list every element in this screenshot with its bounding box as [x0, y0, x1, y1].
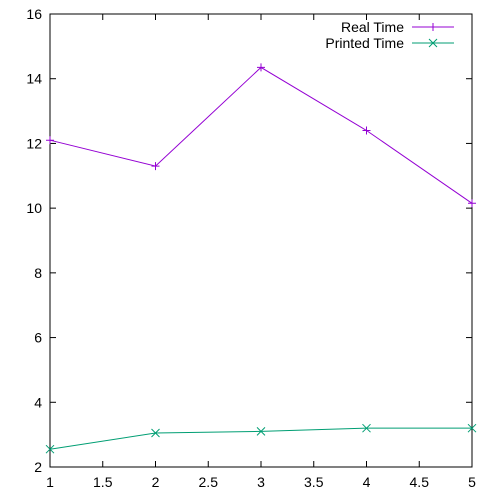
- data-point: [467, 423, 477, 433]
- legend-entry: Printed Time: [325, 35, 454, 51]
- x-tick-label: 5: [468, 474, 476, 490]
- x-tick-label: 3.5: [304, 474, 324, 490]
- y-tick-label: 16: [26, 6, 42, 22]
- series-1: [46, 63, 476, 208]
- y-tick-label: 10: [26, 200, 42, 216]
- series-line: [49, 66, 473, 204]
- data-point: [362, 126, 371, 135]
- y-tick-label: 8: [34, 265, 42, 281]
- x-tick-label: 4: [363, 474, 371, 490]
- y-tick-label: 14: [26, 71, 42, 87]
- data-point: [468, 199, 476, 208]
- data-point: [46, 136, 54, 145]
- x-axis: 1 1.5 2 2.5 3 3.5 4 4.5 5: [46, 14, 476, 490]
- data-point: [45, 444, 55, 454]
- x-tick-label: 1.5: [93, 474, 113, 490]
- legend-marker: [429, 23, 437, 31]
- y-tick-label: 2: [34, 459, 42, 475]
- series-2: [45, 423, 477, 454]
- x-tick-label: 2.5: [199, 474, 219, 490]
- legend-entry: Real Time: [341, 19, 454, 35]
- x-tick-label: 3: [257, 474, 265, 490]
- series-layer: [45, 63, 477, 454]
- data-point: [362, 423, 371, 433]
- y-tick-label: 4: [34, 394, 42, 410]
- data-point: [256, 427, 266, 436]
- plot-frame: [49, 13, 473, 468]
- x-tick-label: 1: [46, 474, 54, 490]
- y-axis: 2 4 6 8 10 12 14 16: [26, 6, 472, 475]
- x-tick-label: 4.5: [410, 474, 430, 490]
- y-tick-label: 12: [26, 135, 42, 151]
- x-tick-label: 2: [152, 474, 160, 490]
- data-point: [151, 162, 160, 171]
- legend-marker: [428, 38, 438, 48]
- legend-label: Real Time: [341, 19, 404, 35]
- y-tick-label: 6: [34, 330, 42, 346]
- data-point: [151, 428, 160, 438]
- legend-label: Printed Time: [325, 35, 404, 51]
- data-point: [257, 63, 265, 72]
